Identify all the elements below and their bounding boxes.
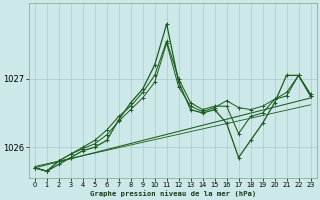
X-axis label: Graphe pression niveau de la mer (hPa): Graphe pression niveau de la mer (hPa) bbox=[90, 190, 256, 197]
